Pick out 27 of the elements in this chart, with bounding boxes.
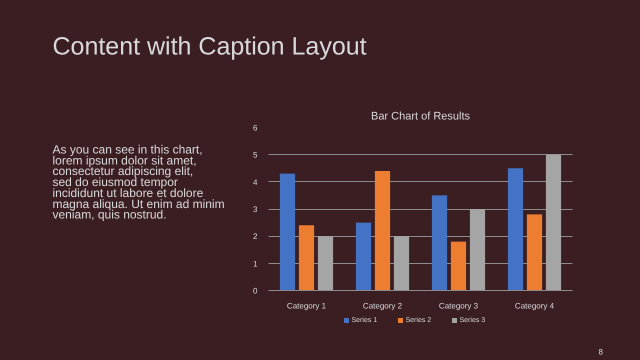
bar bbox=[546, 154, 562, 290]
bar bbox=[432, 195, 448, 290]
bar bbox=[394, 236, 410, 290]
y-tick-label: 4 bbox=[253, 178, 258, 187]
bar bbox=[450, 242, 466, 290]
x-tick-label: Category 3 bbox=[438, 302, 479, 310]
bar bbox=[508, 168, 524, 290]
text: As you can see in this chart, lorem ipsum dolor sit amet, consectetur adipiscing elit, sed do eiusmod tempor incididunt ut labore et dolore magna aliqua. Ut enim ad minim veniam, quis nostrud. bbox=[52, 142, 225, 222]
x-tick-label: Category 2 bbox=[362, 302, 403, 310]
y-tick-label: 3 bbox=[253, 205, 258, 214]
y-tick-label: 1 bbox=[253, 259, 258, 268]
x-tick-label: Category 1 bbox=[286, 302, 327, 310]
bar bbox=[298, 225, 314, 290]
chart-title: Bar Chart of Results bbox=[370, 110, 471, 122]
y-tick-label: 0 bbox=[253, 286, 258, 296]
bar bbox=[356, 222, 372, 290]
bar bbox=[374, 170, 390, 290]
x-tick-label: Category 4 bbox=[514, 302, 555, 310]
y-tick-label: 5 bbox=[253, 150, 258, 160]
bar bbox=[318, 236, 334, 290]
bar bbox=[526, 214, 542, 290]
bar bbox=[280, 174, 296, 290]
y-tick-label: 2 bbox=[253, 232, 258, 242]
text: Content with Caption Layout bbox=[52, 32, 367, 60]
text: 8 bbox=[598, 348, 604, 356]
y-tick-label: 6 bbox=[253, 124, 258, 132]
bar bbox=[470, 209, 486, 290]
